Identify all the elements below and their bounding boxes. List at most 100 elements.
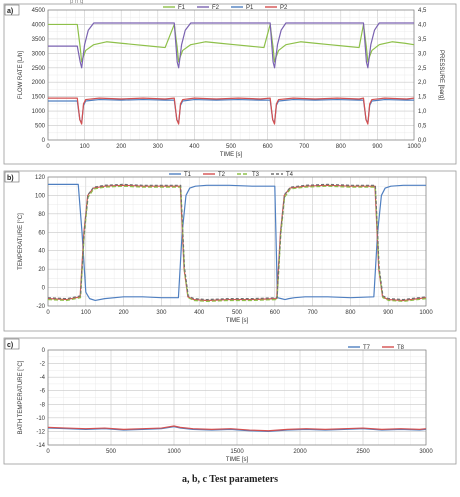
x-tick-label: 2000 [293,449,307,455]
y2-tick-label: 4,0 [418,22,427,28]
panel-label-box-a [4,4,20,16]
y-tick-label: 3500 [32,37,46,43]
y-tick-label: 4000 [32,22,46,28]
x-tick-label: 1000 [419,310,433,316]
y-tick-label: 1500 [32,95,46,101]
plot-area-a [47,9,415,141]
y-tick-label: -2 [40,362,46,368]
y-tick-label: -6 [40,389,46,395]
series-line-t8 [47,425,427,432]
series-line-t4 [47,183,427,301]
legend-label-f2: F2 [212,5,220,11]
y-tick-label: 60 [38,230,45,236]
y-axis-label-a: FLOW RATE [L/h] [18,51,24,99]
legend-label-t1: T1 [184,172,192,178]
panel-a: a) 0 100 200 300 400 500 600 700 800 900 1000 0 500 10… [3,3,457,165]
series-line-f2 [48,22,414,69]
x-tick-label: 800 [336,144,347,150]
x-tick-label: 300 [156,310,167,316]
x-tick-label: 3000 [419,449,433,455]
y-axis-label-b: TEMPERATURE [°C] [18,213,24,270]
header-fragment: p n g [70,0,83,5]
x-tick-label: 0 [46,449,50,455]
x-axis-label-a: TIME [s] [220,152,243,158]
y-tick-label: 100 [35,193,46,199]
x-tick-label: 500 [106,449,117,455]
grid-b [47,176,427,307]
x-tick-label: 500 [226,144,237,150]
plot-area-b [47,176,427,307]
y-axis-label-c: BATH TEMPERATURE [°C] [18,360,24,434]
legend-label-t7: T7 [363,345,371,351]
panel-label-box-c [4,338,20,350]
figure-caption: a, b, c Test parameters [181,474,279,485]
y-tick-label: 0 [42,138,46,144]
y-tick-label: -8 [40,402,46,408]
plot-area-c [47,349,427,446]
x-tick-label: 700 [308,310,319,316]
legend-label-f1: F1 [178,5,186,11]
y-tick-label: 2000 [32,80,46,86]
y2-tick-label: 0,0 [418,138,427,144]
x-tick-label: 800 [345,310,356,316]
legend-label-t2: T2 [218,172,226,178]
y2-tick-label: 3,5 [418,37,427,43]
series-line-t7 [47,426,427,433]
y-tick-label: -20 [36,304,45,310]
y2-tick-label: 2,5 [418,66,427,72]
series-line-f1 [48,23,415,63]
x-axis-label-c: TIME [s] [226,457,249,463]
x-tick-label: 1000 [407,144,421,150]
panel-frame-a [3,3,457,165]
y-tick-label: 0 [42,286,46,292]
panel-label-a: a) [7,8,13,15]
x-tick-label: 700 [299,144,310,150]
x-tick-label: 900 [372,144,383,150]
legend-label-p1: P1 [246,5,254,11]
panel-label-c: c) [7,342,13,349]
panel-label-b: b) [7,175,14,182]
y2-tick-label: 0,5 [418,124,427,130]
x-tick-label: 100 [81,310,92,316]
x-tick-label: 500 [232,310,243,316]
x-tick-label: 200 [116,144,127,150]
y-tick-label: 40 [38,249,45,255]
x-tick-label: 0 [46,310,50,316]
x-tick-label: 300 [153,144,164,150]
grid-a [47,9,415,141]
y-tick-label: -12 [36,429,45,435]
x-tick-label: 100 [80,144,91,150]
x-tick-label: 1000 [167,449,181,455]
x-tick-label: 400 [189,144,200,150]
panel-c: c) 0 500 1000 1500 2000 2500 3000 -14 -12 -10 -8 -6 -… [3,337,457,465]
y2-axis-label-a: PRESSURE [barg] [438,50,444,100]
legend-label-t8: T8 [397,345,405,351]
x-tick-label: 0 [46,144,50,150]
x-tick-label: 400 [194,310,205,316]
y-tick-label: 4500 [32,8,46,14]
y-tick-label: 2500 [32,66,46,72]
y-tick-label: 80 [38,212,45,218]
series-line-p2 [48,97,415,125]
x-tick-label: 600 [263,144,274,150]
y2-tick-label: 1,0 [418,109,427,115]
x-tick-label: 2500 [356,449,370,455]
series-line-t1 [48,183,426,302]
y-tick-label: -10 [36,416,45,422]
y-tick-label: 3000 [32,51,46,57]
panel-b: b)0 100 200 300 400 500 600 700 800 900 1000-20020… [3,170,457,332]
panel-label-box-b [4,171,20,183]
panel-frame-c [3,337,457,465]
grid-c [47,349,427,446]
x-tick-label: 900 [383,310,394,316]
x-tick-label: 1500 [230,449,244,455]
y-tick-label: 20 [38,267,45,273]
y-tick-label: -14 [36,443,45,449]
legend-label-t4: T4 [286,172,294,178]
y-tick-label: 1000 [32,109,46,115]
y2-tick-label: 2,0 [418,80,427,86]
y-tick-label: 0 [42,348,46,354]
legend-label-t3: T3 [252,172,260,178]
x-tick-label: 200 [119,310,130,316]
